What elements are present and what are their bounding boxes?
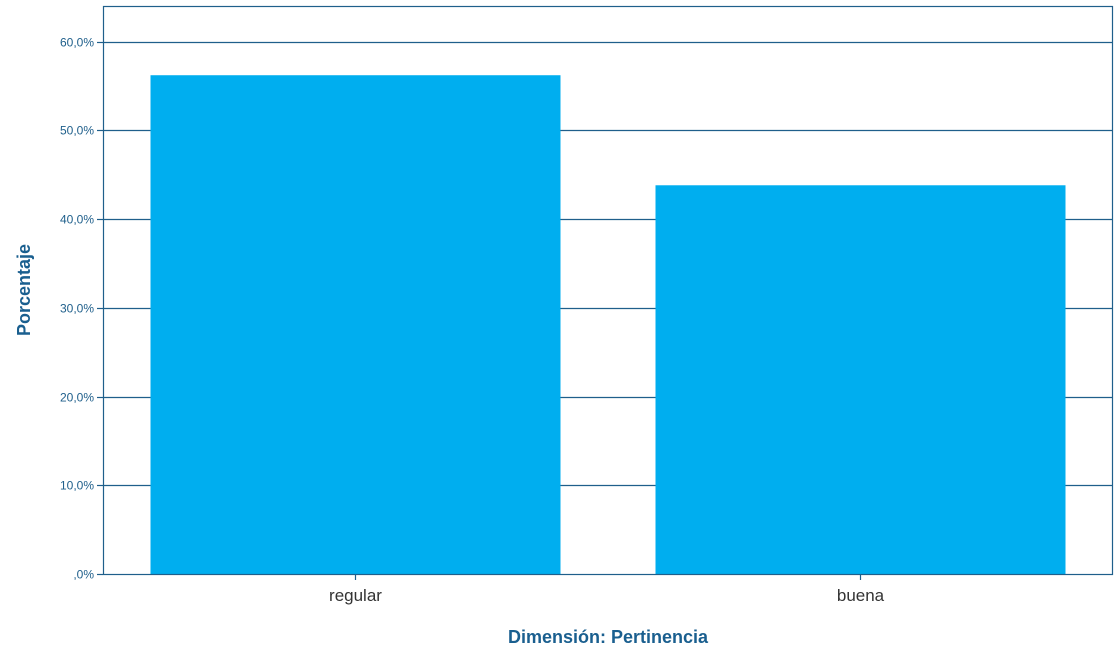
plot-border: [102, 5, 1114, 576]
plot-frame: [97, 5, 1114, 580]
x-axis-title: Dimensión: Pertinencia: [508, 627, 709, 647]
bars: [150, 75, 1066, 574]
bar-buena: [655, 185, 1066, 574]
bar-regular: [150, 75, 561, 574]
y-tick-label: 40,0%: [60, 213, 94, 227]
x-tick-label: regular: [329, 586, 382, 605]
y-tick-label: ,0%: [73, 568, 94, 582]
y-tick-label: 30,0%: [60, 302, 94, 316]
y-axis-title: Porcentaje: [14, 244, 34, 336]
y-tick-label: 50,0%: [60, 124, 94, 138]
y-tick-label: 60,0%: [60, 36, 94, 50]
y-tick-label: 20,0%: [60, 391, 94, 405]
y-tick-label: 10,0%: [60, 479, 94, 493]
x-tick-labels: regular buena: [329, 586, 885, 605]
y-tick-labels: ,0% 10,0% 20,0% 30,0% 40,0% 50,0% 60,0%: [60, 36, 94, 582]
x-tick-label: buena: [837, 586, 885, 605]
